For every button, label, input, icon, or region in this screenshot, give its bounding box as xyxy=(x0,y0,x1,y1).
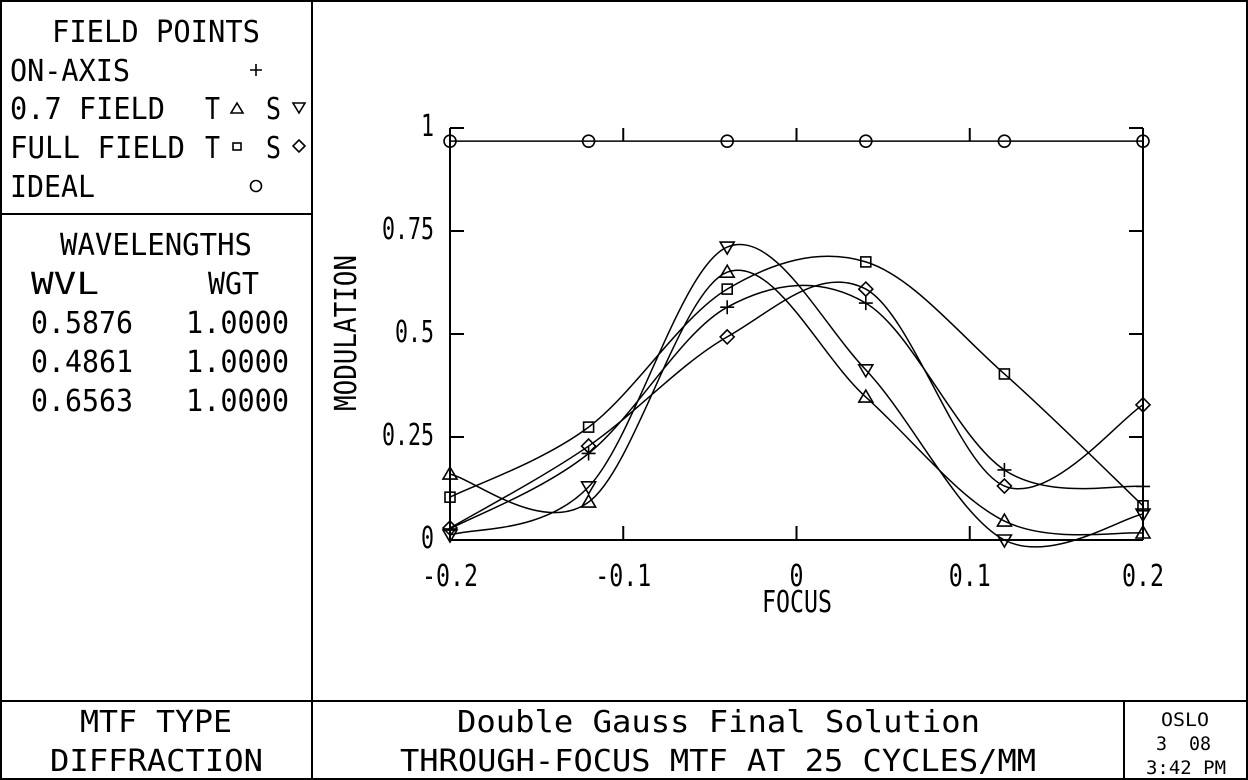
data-point-square xyxy=(1137,500,1149,512)
data-point-triangle-up xyxy=(1134,524,1152,539)
data-point-circle xyxy=(858,134,873,148)
col-wgt: WGT xyxy=(208,267,259,302)
data-point-square xyxy=(998,368,1011,380)
triangle-down-icon xyxy=(291,102,307,115)
y-tick-label: 1 xyxy=(421,109,434,144)
data-point-plus xyxy=(997,462,1012,477)
plot-subtitle: THROUGH-FOCUS MTF AT 25 CYCLES/MM xyxy=(400,744,1036,779)
legend-t-label: T xyxy=(205,131,220,166)
diamond-icon xyxy=(291,138,307,154)
x-tick-label: 0.1 xyxy=(949,559,991,594)
data-point-square xyxy=(444,491,456,503)
data-point-square xyxy=(582,421,595,433)
mtf-type-value: DIFFRACTION xyxy=(50,744,263,779)
data-point-circle xyxy=(443,134,457,148)
data-point-circle xyxy=(997,134,1012,148)
x-tick-label: -0.1 xyxy=(595,559,651,594)
data-point-triangle-up xyxy=(857,388,875,403)
data-point-diamond xyxy=(441,519,459,537)
data-point-plus xyxy=(1136,479,1150,494)
data-point-triangle-down xyxy=(718,241,736,256)
wvl-value: 0.6563 xyxy=(31,384,133,419)
data-point-plus xyxy=(443,521,457,536)
y-tick-label: 0.5 xyxy=(395,315,434,350)
data-point-plus xyxy=(720,300,735,315)
plot-date: 3 08 xyxy=(1156,733,1211,755)
data-point-triangle-down xyxy=(996,534,1013,549)
data-point-diamond xyxy=(580,437,597,455)
x-axis-label: FOCUS xyxy=(762,585,832,620)
series-line-plus xyxy=(449,284,1144,530)
data-point-circle xyxy=(720,134,735,148)
x-tick-label: -0.2 xyxy=(422,559,478,594)
data-point-triangle-up xyxy=(580,493,597,508)
field-points-legend: FIELD POINTS ON-AXIS 0.7 FIELD T S FULL … xyxy=(10,15,307,205)
data-point-square xyxy=(859,256,872,268)
data-point-diamond xyxy=(1134,396,1152,413)
data-point-circle xyxy=(581,134,596,148)
through-focus-mtf-chart: 0 0.25 0.5 0.75 1 -0.2 -0.1 0 0.1 0.2 FOCUS MODUL… xyxy=(329,109,1164,620)
col-wvl: WVL xyxy=(31,267,99,302)
legend-on-axis: ON-AXIS xyxy=(10,54,130,89)
data-point-triangle-up xyxy=(718,263,736,278)
data-point-plus xyxy=(858,296,873,311)
legend-07-field: 0.7 FIELD xyxy=(10,92,165,127)
legend-s-label: S xyxy=(266,92,281,127)
data-point-triangle-down xyxy=(580,481,597,496)
y-tick-label: 0.75 xyxy=(382,212,434,247)
y-axis-label: MODULATION xyxy=(329,255,364,411)
series-line-triangle-down xyxy=(449,243,1144,548)
square-icon xyxy=(232,142,242,151)
series-line-square xyxy=(449,255,1144,507)
program-name: OSLO xyxy=(1161,709,1209,731)
legend-title: FIELD POINTS xyxy=(52,15,260,50)
legend-t-label: T xyxy=(205,92,220,127)
legend-full-field: FULL FIELD xyxy=(10,131,185,166)
y-tick-label: 0.25 xyxy=(382,418,434,453)
data-point-diamond xyxy=(857,280,874,298)
data-point-diamond xyxy=(719,328,736,346)
wgt-value: 1.0000 xyxy=(186,306,289,341)
wvl-value: 0.4861 xyxy=(31,345,133,380)
data-point-diamond xyxy=(996,477,1013,495)
wgt-value: 1.0000 xyxy=(186,384,289,419)
wavelengths-title: WAVELENGTHS xyxy=(60,228,252,263)
legend-ideal: IDEAL xyxy=(10,170,95,205)
series-line-triangle-up xyxy=(449,269,1144,536)
y-tick-label: 0 xyxy=(421,521,434,556)
wvl-value: 0.5876 xyxy=(31,306,133,341)
mtf-type-label: MTF TYPE xyxy=(80,705,232,740)
x-tick-label: 0.2 xyxy=(1122,559,1164,594)
data-point-circle xyxy=(1136,134,1150,148)
data-point-square xyxy=(721,283,734,295)
data-point-triangle-down xyxy=(857,364,875,379)
data-point-triangle-up xyxy=(441,465,459,480)
triangle-up-icon xyxy=(229,101,245,114)
data-point-triangle-down xyxy=(441,529,459,544)
legend-s-label: S xyxy=(266,131,281,166)
data-point-triangle-up xyxy=(996,512,1013,527)
circle-icon xyxy=(249,179,263,193)
x-tick-label: 0 xyxy=(790,559,804,594)
data-point-triangle-down xyxy=(1134,508,1152,523)
wgt-value: 1.0000 xyxy=(186,345,289,380)
plot-time: 3:42 PM xyxy=(1146,757,1226,779)
wavelengths-table: WAVELENGTHS WVL WGT 0.5876 1.0000 0.4861… xyxy=(31,228,289,419)
plus-icon xyxy=(250,64,262,76)
plot-title: Double Gauss Final Solution xyxy=(457,705,980,740)
